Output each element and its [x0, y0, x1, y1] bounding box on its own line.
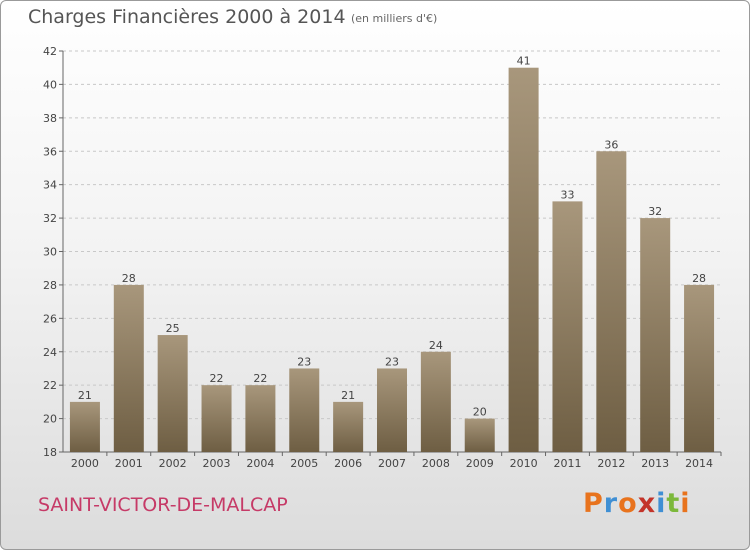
y-tick-label: 20 — [43, 413, 57, 426]
y-tick-label: 28 — [43, 279, 57, 292]
bar — [289, 368, 320, 452]
data-label: 36 — [604, 138, 618, 151]
bar — [464, 418, 495, 452]
bar — [640, 218, 671, 452]
bar — [552, 201, 583, 452]
bar — [377, 368, 407, 452]
data-label: 41 — [517, 55, 531, 68]
axes: 18 20 22 24 26 28 30 32 34 36 38 40 42 2000 2001 2002 20… — [43, 45, 722, 470]
y-tick-label: 34 — [43, 179, 57, 192]
y-tick-label: 26 — [43, 312, 57, 325]
bar — [157, 335, 188, 452]
x-tick-label: 2011 — [553, 457, 581, 470]
y-tick-label: 24 — [43, 346, 57, 359]
logo-letter: r — [603, 488, 619, 519]
y-tick-label: 22 — [43, 379, 57, 392]
x-tick-label: 2014 — [685, 457, 713, 470]
y-tick-label: 18 — [43, 446, 57, 459]
x-tick-label: 2010 — [510, 457, 538, 470]
data-label: 33 — [560, 188, 574, 201]
x-tick-label: 2003 — [203, 457, 231, 470]
y-tick-label: 32 — [43, 212, 57, 225]
bar — [684, 284, 715, 452]
x-tick-label: 2000 — [71, 457, 99, 470]
data-label: 25 — [166, 322, 180, 335]
bar — [333, 401, 364, 452]
logo-letter: P — [583, 488, 604, 519]
logo-letter: x — [637, 488, 657, 519]
x-tick-label: 2012 — [597, 457, 625, 470]
bar — [420, 351, 451, 452]
commune-name: SAINT-VICTOR-DE-MALCAP — [38, 494, 288, 516]
logo-letter: t — [666, 488, 681, 519]
chart-subtitle: (en milliers d'€) — [351, 12, 438, 25]
data-labels: 21 28 25 22 22 23 21 23 24 20 41 33 36 32 28 — [78, 55, 706, 419]
x-tick-label: 2009 — [466, 457, 494, 470]
x-tick-label: 2002 — [159, 457, 187, 470]
proxiti-logo[interactable]: Proxiti — [583, 488, 691, 519]
x-tick-label: 2005 — [290, 457, 318, 470]
data-label: 32 — [648, 205, 662, 218]
y-tick-label: 40 — [43, 78, 57, 91]
bar — [508, 67, 539, 452]
data-label: 23 — [297, 355, 311, 368]
x-tick-label: 2006 — [334, 457, 362, 470]
x-tick-label: 2013 — [641, 457, 669, 470]
bar — [596, 151, 627, 452]
data-label: 22 — [210, 372, 224, 385]
data-label: 21 — [341, 389, 355, 402]
y-tick-label: 42 — [43, 45, 57, 58]
logo-letter: i — [656, 488, 667, 519]
y-tick-label: 30 — [43, 246, 57, 259]
data-label: 28 — [692, 272, 706, 285]
x-tick-label: 2007 — [378, 457, 406, 470]
bars — [69, 67, 715, 452]
bar — [69, 401, 100, 452]
data-label: 24 — [429, 339, 443, 352]
x-tick-label: 2008 — [422, 457, 450, 470]
y-tick-label: 36 — [43, 145, 57, 158]
data-label: 28 — [122, 272, 136, 285]
data-label: 22 — [253, 372, 267, 385]
logo-letter: i — [680, 488, 691, 519]
bar — [245, 385, 276, 452]
data-label: 20 — [473, 406, 487, 419]
data-label: 21 — [78, 389, 92, 402]
y-tick-label: 38 — [43, 112, 57, 125]
bar — [113, 284, 144, 452]
chart-title: Charges Financières 2000 à 2014 — [28, 6, 346, 28]
x-tick-label: 2001 — [115, 457, 143, 470]
bar — [201, 385, 232, 452]
logo-letter: o — [618, 488, 638, 519]
data-label: 23 — [385, 355, 399, 368]
x-tick-label: 2004 — [246, 457, 274, 470]
